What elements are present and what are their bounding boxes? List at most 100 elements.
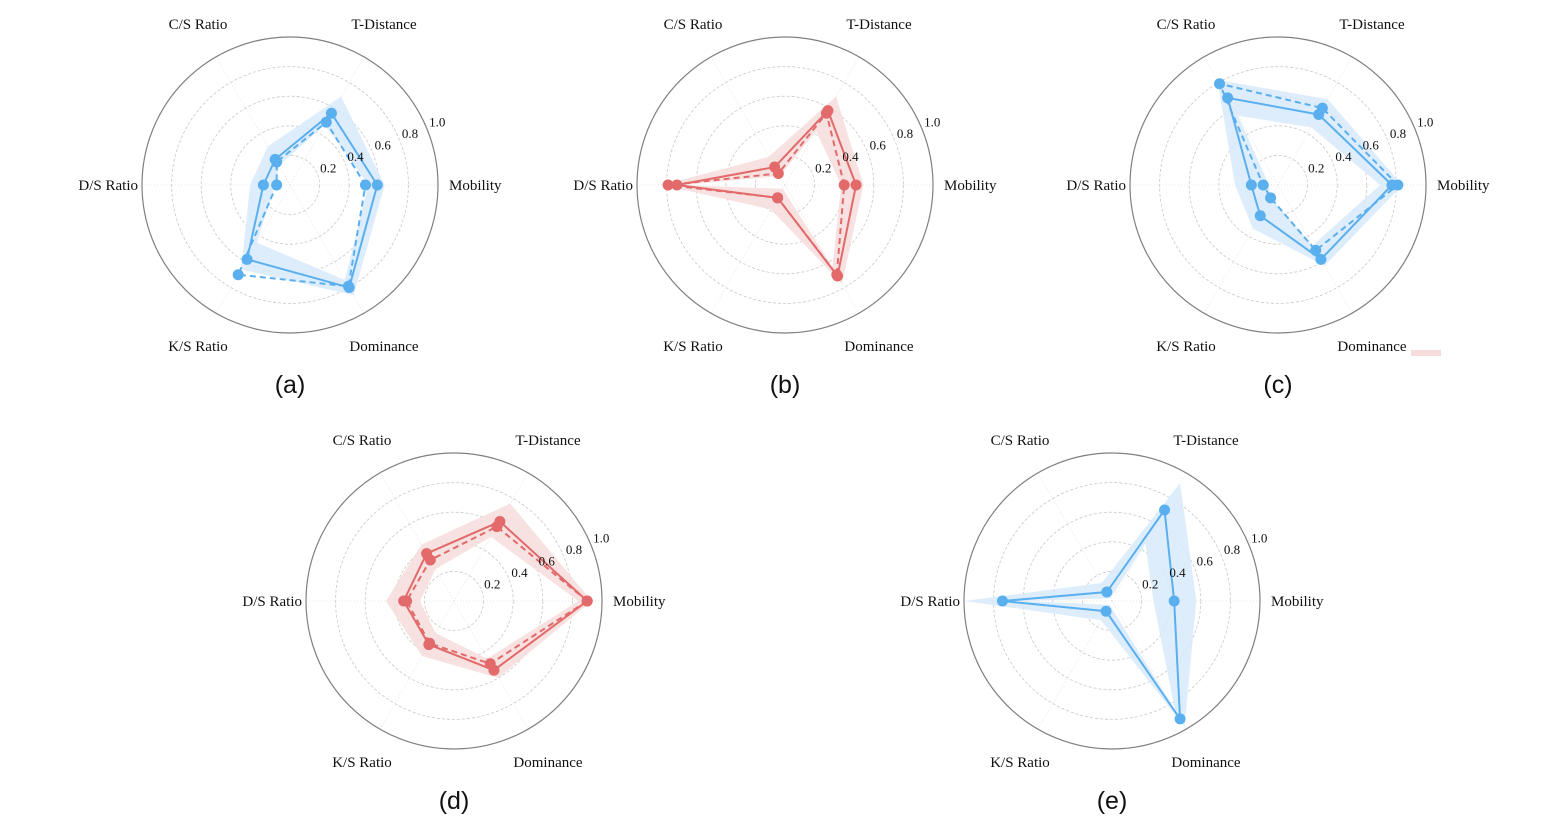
data-point-solid — [822, 105, 834, 117]
radar-chart-c: 0.2 0.4 0.6 0.8 1.0 Mobility T-Distance C/S Rat… — [1066, 17, 1490, 399]
data-point-solid — [1313, 109, 1325, 121]
data-point-solid — [494, 516, 506, 528]
data-point-dashed — [1257, 179, 1269, 191]
radar-chart-b: 0.2 0.4 0.6 0.8 1.0 Mobility T-Distance C/S Rat… — [573, 17, 997, 399]
axis-label: T-Distance — [515, 433, 581, 449]
data-point-solid — [1245, 179, 1257, 191]
axis-label: T-Distance — [846, 17, 912, 33]
data-point-solid — [832, 270, 844, 282]
data-point-dashed — [232, 269, 244, 281]
axis-label: Mobility — [944, 178, 997, 194]
axis-label: D/S Ratio — [78, 178, 138, 194]
r-tick-label: 0.6 — [1363, 138, 1380, 153]
axis-label: D/S Ratio — [1066, 178, 1126, 194]
grid-spoke — [453, 600, 529, 730]
data-point-dashed — [1214, 78, 1226, 90]
outer-circle — [1129, 36, 1427, 334]
r-tick-label: 1.0 — [593, 530, 609, 545]
grid-spoke — [784, 56, 860, 186]
data-point-dashed — [662, 179, 674, 191]
outer-circle — [141, 36, 439, 334]
axis-label: Mobility — [613, 594, 666, 610]
axis-label: Mobility — [449, 178, 502, 194]
grid-ring — [364, 511, 544, 691]
r-tick-label: 0.2 — [815, 161, 831, 176]
std-band — [964, 483, 1197, 727]
outer-circle — [636, 36, 934, 334]
axis-label: D/S Ratio — [900, 594, 960, 610]
data-point-solid — [1254, 210, 1266, 222]
r-tick-label: 0.4 — [511, 565, 528, 580]
grid-spoke — [1111, 600, 1187, 730]
axis-label: C/S Ratio — [991, 433, 1050, 449]
axis-label: K/S Ratio — [332, 755, 392, 771]
r-tick-label: 1.0 — [1417, 114, 1433, 129]
grid-ring — [695, 95, 875, 275]
data-point-solid — [1315, 253, 1327, 265]
legend-patch-fragment — [1411, 350, 1441, 356]
std-band — [241, 96, 385, 296]
grid-spoke — [379, 600, 455, 730]
data-point-solid — [257, 179, 269, 191]
r-tick-label: 0.4 — [347, 149, 364, 164]
axis-label: T-Distance — [351, 17, 417, 33]
data-point-solid — [241, 253, 253, 265]
grid-spoke — [379, 472, 455, 602]
r-tick-label: 0.2 — [320, 161, 336, 176]
axis-label: C/S Ratio — [169, 17, 228, 33]
data-point-dashed — [359, 179, 371, 191]
panel-label: (e) — [1097, 787, 1128, 815]
grid-ring — [1218, 125, 1338, 245]
panel-label: (b) — [770, 371, 801, 399]
axis-label: C/S Ratio — [333, 433, 392, 449]
r-tick-label: 0.6 — [870, 138, 887, 153]
grid-spoke — [1277, 56, 1353, 186]
data-point-solid — [325, 107, 337, 119]
data-point-solid — [1386, 179, 1398, 191]
r-tick-label: 0.4 — [842, 149, 859, 164]
radar-chart-a: 0.2 0.4 0.6 0.8 1.0 Mobility T-Distance C/S Rat… — [78, 17, 502, 399]
data-point-solid — [1159, 504, 1171, 516]
grid-spoke — [1203, 56, 1279, 186]
data-point-solid — [996, 595, 1008, 607]
radar-chart-d: 0.2 0.4 0.6 0.8 1.0 Mobility T-Distance C/S Rat… — [242, 433, 666, 815]
r-tick-label: 0.6 — [1197, 554, 1214, 569]
std-band — [662, 96, 864, 284]
axis-label: K/S Ratio — [1156, 339, 1216, 355]
r-tick-label: 0.8 — [566, 542, 582, 557]
data-point-solid — [1174, 713, 1186, 725]
r-tick-label: 0.4 — [1169, 565, 1186, 580]
data-point-solid — [1168, 595, 1180, 607]
data-point-solid — [488, 664, 500, 676]
data-point-solid — [421, 548, 433, 560]
axis-label: K/S Ratio — [168, 339, 228, 355]
data-point-solid — [581, 595, 593, 607]
r-tick-label: 1.0 — [1251, 530, 1267, 545]
axis-label: Dominance — [349, 339, 418, 355]
axis-label: Dominance — [513, 755, 582, 771]
grid-spoke — [453, 472, 529, 602]
r-tick-label: 1.0 — [429, 114, 445, 129]
grid-spoke — [215, 184, 291, 314]
axis-label: C/S Ratio — [1157, 17, 1216, 33]
r-tick-label: 0.8 — [1224, 542, 1240, 557]
axis-label: Mobility — [1271, 594, 1324, 610]
axis-label: T-Distance — [1339, 17, 1405, 33]
grid-ring — [335, 482, 573, 720]
grid-spoke — [1277, 184, 1353, 314]
grid-spoke — [784, 184, 860, 314]
radar-chart-e: 0.2 0.4 0.6 0.8 1.0 Mobility T-Distance C/S Rat… — [900, 433, 1324, 815]
grid-ring — [230, 125, 350, 245]
data-point-dashed — [271, 179, 283, 191]
data-point-solid — [423, 639, 435, 651]
r-tick-label: 0.2 — [484, 577, 500, 592]
grid-spoke — [1037, 472, 1113, 602]
r-tick-label: 0.2 — [1142, 577, 1158, 592]
axis-label: Mobility — [1437, 178, 1490, 194]
data-point-dashed — [1265, 192, 1277, 204]
data-point-solid — [1222, 92, 1234, 104]
data-point-solid — [343, 282, 355, 294]
data-point-solid — [398, 595, 410, 607]
data-point-dashed — [838, 179, 850, 191]
